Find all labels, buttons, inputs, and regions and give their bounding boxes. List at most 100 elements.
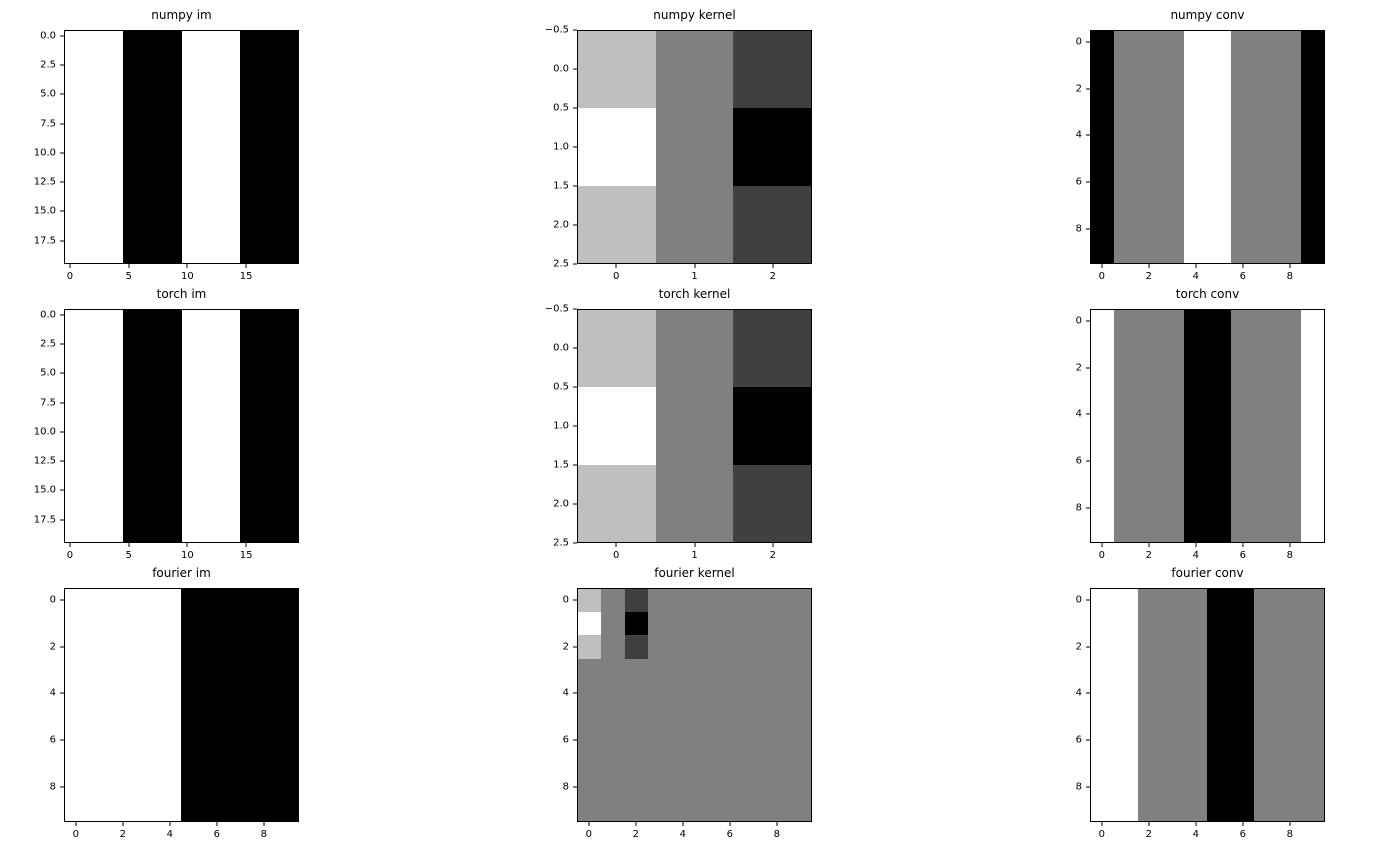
plot-title-fourier-kernel: fourier kernel <box>654 566 735 580</box>
image-column <box>263 31 275 263</box>
image-column <box>216 310 229 542</box>
x-tick-mark <box>1242 543 1244 547</box>
x-tick-mark <box>635 822 637 826</box>
image-cell <box>647 751 672 775</box>
image-column <box>76 31 89 263</box>
image-cell <box>787 681 811 705</box>
x-tick-mark <box>245 264 247 268</box>
image-cell <box>717 797 742 821</box>
image-cell <box>694 589 718 613</box>
image-cell <box>647 797 672 821</box>
y-tick-label: 0.0 <box>40 30 56 42</box>
plot-image-torch-kernel <box>577 309 812 543</box>
image-cell <box>717 612 742 636</box>
y-tick-mark <box>1086 692 1090 694</box>
x-tick-label: 0 <box>1098 829 1105 840</box>
image-cell <box>741 589 765 613</box>
image-cell <box>787 589 811 613</box>
y-tick-mark <box>60 93 64 95</box>
plot-title-numpy-im: numpy im <box>151 8 212 22</box>
image-column <box>1277 310 1301 542</box>
y-tick-label: 2.5 <box>553 258 569 270</box>
image-column <box>158 589 182 821</box>
y-tick-label: 0 <box>1075 36 1082 48</box>
image-column <box>76 310 89 542</box>
y-tick-label: 0.0 <box>553 342 569 354</box>
x-tick-mark <box>1195 822 1197 826</box>
image-cell <box>601 681 625 705</box>
x-tick-label: 0 <box>585 829 592 840</box>
y-tick-mark <box>573 263 577 265</box>
y-tick-mark <box>60 152 64 154</box>
image-column <box>1300 589 1324 821</box>
image-column <box>1254 310 1278 542</box>
x-tick-mark <box>128 264 130 268</box>
image-column <box>158 31 170 263</box>
image-cell <box>764 589 788 613</box>
y-tick-label: 8 <box>562 781 569 793</box>
y-tick-label: 5.0 <box>40 88 56 100</box>
y-tick-label: 2 <box>49 641 56 652</box>
plot-title-numpy-kernel: numpy kernel <box>653 8 736 22</box>
image-cell <box>764 797 788 821</box>
image-cell <box>671 797 695 821</box>
y-tick-label: 1.0 <box>553 141 569 153</box>
y-tick-mark <box>60 35 64 37</box>
y-tick-label: 10.0 <box>33 147 56 159</box>
image-cell <box>647 728 672 752</box>
y-tick-label: 2 <box>1075 362 1082 373</box>
image-cell <box>601 797 625 821</box>
image-column <box>181 310 194 542</box>
image-column <box>1160 310 1185 542</box>
image-column <box>1137 310 1161 542</box>
image-cell <box>624 751 648 775</box>
image-column <box>65 589 89 821</box>
image-cell <box>741 635 765 659</box>
image-cell <box>647 589 672 613</box>
y-tick-mark <box>573 146 577 148</box>
y-tick-label: 10.0 <box>33 426 56 438</box>
image-cell <box>671 612 695 636</box>
image-column <box>1300 310 1324 542</box>
image-cell <box>601 589 625 613</box>
image-cell <box>717 705 742 729</box>
x-tick-mark <box>122 822 124 826</box>
x-tick-label: 2 <box>632 829 639 840</box>
y-tick-mark <box>1086 41 1090 43</box>
image-column <box>111 31 124 263</box>
image-column <box>158 310 170 542</box>
image-cell <box>733 387 811 465</box>
image-column <box>1277 31 1301 263</box>
image-cell <box>578 705 602 729</box>
image-column <box>65 31 77 263</box>
y-tick-mark <box>573 185 577 187</box>
y-tick-label: 0 <box>1075 315 1082 327</box>
y-tick-mark <box>573 425 577 427</box>
y-tick-mark <box>60 64 64 66</box>
x-tick-mark <box>1148 822 1150 826</box>
image-column <box>204 589 229 821</box>
image-cell <box>764 681 788 705</box>
x-tick-mark <box>772 264 774 268</box>
y-tick-mark <box>573 464 577 466</box>
y-tick-mark <box>60 210 64 212</box>
x-tick-label: 5 <box>125 550 132 561</box>
x-tick-mark <box>263 822 265 826</box>
image-column <box>216 31 229 263</box>
image-cell <box>624 681 648 705</box>
image-column <box>204 31 217 263</box>
x-tick-label: 5 <box>125 271 132 282</box>
y-tick-label: 12.5 <box>33 455 56 467</box>
y-tick-mark <box>60 343 64 345</box>
y-tick-mark <box>573 739 577 741</box>
image-cell <box>578 387 656 465</box>
y-tick-label: 4 <box>1075 129 1082 141</box>
x-tick-label: 2 <box>1145 271 1152 282</box>
image-cell <box>647 658 672 682</box>
x-tick-label: 8 <box>260 829 267 840</box>
x-tick-mark <box>682 822 684 826</box>
y-tick-label: 2 <box>1075 641 1082 652</box>
x-tick-label: 6 <box>1239 829 1246 840</box>
y-tick-label: 8 <box>1075 781 1082 793</box>
y-tick-mark <box>1086 739 1090 741</box>
